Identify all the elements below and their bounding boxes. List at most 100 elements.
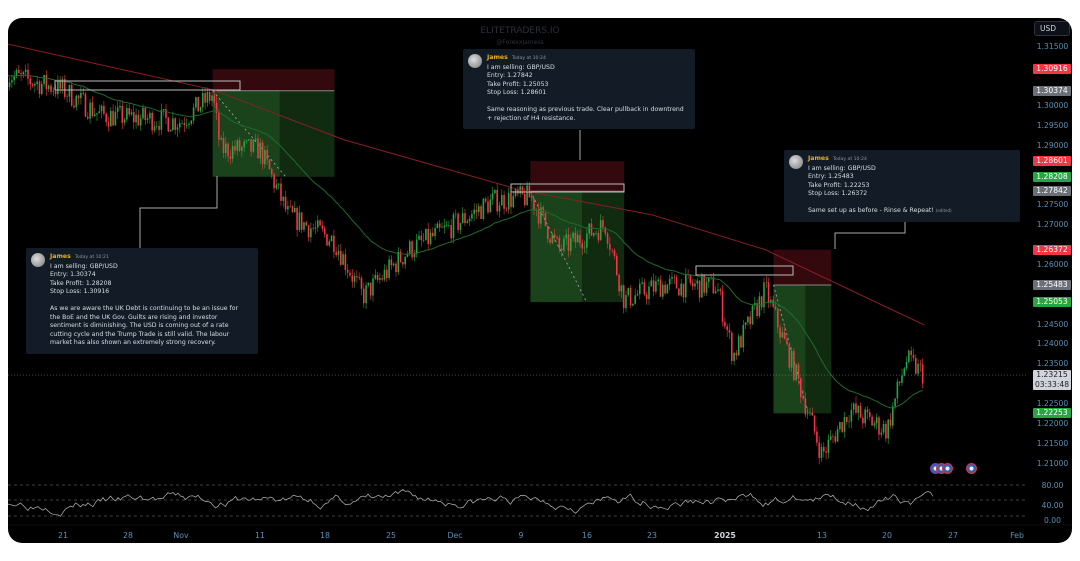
candle xyxy=(590,223,593,236)
candle xyxy=(576,235,579,243)
candle xyxy=(128,107,130,115)
candle xyxy=(556,237,558,238)
candle xyxy=(443,225,446,228)
candle xyxy=(105,113,107,123)
candle xyxy=(29,78,32,85)
candle xyxy=(314,227,317,229)
oscillator-line xyxy=(8,489,934,517)
candle xyxy=(689,275,692,283)
candle xyxy=(859,405,862,418)
candle xyxy=(211,95,213,101)
candle xyxy=(498,205,501,212)
watermark-handle: @ForexxJamess xyxy=(496,39,544,46)
candle xyxy=(52,91,55,92)
price-tick: 1.22000 xyxy=(1036,418,1069,428)
candle xyxy=(825,451,827,453)
candle xyxy=(397,251,400,273)
candle xyxy=(599,220,602,241)
candle xyxy=(477,206,480,213)
candle xyxy=(549,239,551,243)
candle xyxy=(73,105,75,108)
candle xyxy=(887,419,889,439)
candle xyxy=(816,431,818,443)
us-event-icon[interactable] xyxy=(966,463,977,474)
candle xyxy=(224,143,227,154)
candle xyxy=(758,296,761,317)
candle xyxy=(358,277,360,279)
candle xyxy=(910,350,912,355)
candle xyxy=(726,326,728,331)
note-line: Entry: 1.30374 xyxy=(50,271,96,279)
candle xyxy=(682,283,685,298)
candle xyxy=(744,322,747,326)
candle xyxy=(473,209,475,214)
candle xyxy=(169,129,172,132)
economic-event-icon[interactable] xyxy=(942,463,953,474)
candle xyxy=(494,189,496,194)
candle xyxy=(845,416,848,422)
note-connector xyxy=(139,176,218,248)
candle xyxy=(638,283,641,295)
candle xyxy=(241,147,243,151)
price-chart[interactable] xyxy=(8,18,1072,543)
candle xyxy=(827,439,830,453)
take-profit-zone-remaining xyxy=(581,191,625,303)
note-line: Take Profit: 1.25053 xyxy=(487,80,549,88)
price-tag: 1.30916 xyxy=(1033,64,1071,75)
candle xyxy=(36,81,38,84)
note-body: Same reasoning as previous trade. Clear … xyxy=(487,105,684,122)
candle xyxy=(402,262,404,265)
candle xyxy=(390,259,393,266)
candle xyxy=(192,107,195,121)
chart-frame[interactable]: ELITETRADERS.IO @ForexxJamess USD 1.3150… xyxy=(8,18,1072,543)
candle xyxy=(866,409,869,413)
time-tick: 25 xyxy=(386,531,396,540)
candle xyxy=(293,207,296,213)
candle xyxy=(618,274,620,292)
candle xyxy=(799,378,802,398)
candle xyxy=(544,212,547,226)
candle xyxy=(650,280,653,287)
candle xyxy=(487,201,489,213)
candle xyxy=(719,289,722,292)
candle xyxy=(875,417,878,424)
candle xyxy=(335,252,337,255)
candle xyxy=(57,79,59,95)
candle xyxy=(680,283,682,296)
candle xyxy=(579,235,581,244)
candle xyxy=(153,126,156,131)
candle xyxy=(482,198,485,219)
candle xyxy=(795,364,797,381)
candle xyxy=(919,363,922,365)
candle xyxy=(316,220,319,228)
candle xyxy=(376,274,379,280)
candle xyxy=(86,116,89,119)
candle xyxy=(114,111,117,126)
currency-button[interactable]: USD xyxy=(1034,21,1070,36)
candle xyxy=(337,250,340,255)
candle xyxy=(344,254,347,270)
candle xyxy=(551,234,554,243)
candle xyxy=(694,283,696,287)
take-profit-zone-remaining xyxy=(279,90,335,177)
candle xyxy=(712,277,715,294)
time-tick: 11 xyxy=(255,531,265,540)
candle xyxy=(381,278,383,280)
price-tick: 1.23500 xyxy=(1036,359,1069,369)
candle xyxy=(459,222,462,230)
candle xyxy=(330,235,333,242)
candle xyxy=(17,69,20,74)
candle xyxy=(243,141,245,148)
price-tick: 1.27000 xyxy=(1036,220,1069,230)
candle xyxy=(857,405,860,413)
current-price-tag: 1.23215 03:33:48 xyxy=(1033,370,1071,391)
candle xyxy=(829,436,832,440)
candle xyxy=(40,83,43,95)
candle xyxy=(441,227,443,228)
candle xyxy=(613,250,616,257)
candle xyxy=(894,398,896,407)
candle xyxy=(790,350,793,368)
candle xyxy=(691,282,694,287)
candle xyxy=(434,228,436,237)
candle xyxy=(319,220,321,226)
